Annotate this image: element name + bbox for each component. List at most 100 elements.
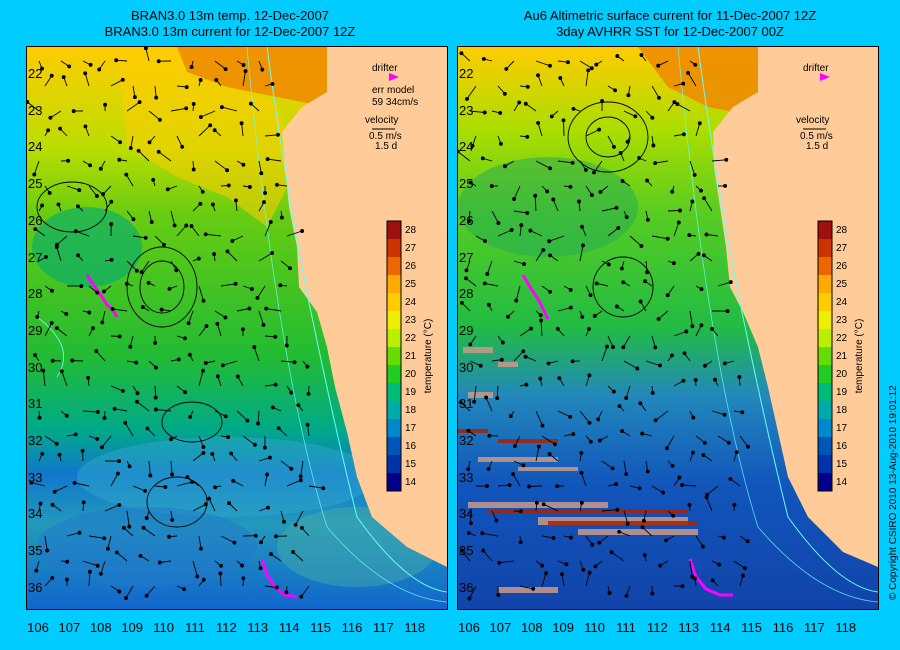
current-vector-head [299, 525, 304, 530]
current-vector [220, 535, 235, 544]
current-vector-head [154, 95, 159, 100]
current-vector-head [498, 141, 503, 146]
current-vector-head [87, 569, 92, 574]
lon-tick-107: 107 [58, 620, 81, 635]
current-vector [625, 385, 631, 399]
colorbar-swatch [818, 383, 832, 402]
colorbar-tick: 21 [405, 351, 417, 362]
current-vector [706, 497, 713, 512]
current-vector-head [144, 516, 149, 520]
current-vector-head [661, 490, 666, 495]
current-vector-head [548, 289, 553, 294]
current-vector-head [568, 287, 573, 292]
current-vector-head [151, 177, 156, 182]
current-vector-head [551, 536, 556, 540]
current-vector-head [34, 568, 39, 573]
current-vector [623, 110, 636, 117]
current-vector [469, 110, 485, 113]
current-vector-head [174, 268, 179, 273]
current-vector-head [521, 463, 526, 468]
current-vector-head [153, 407, 158, 412]
lon-tick-114: 114 [278, 620, 300, 635]
current-vector-head [203, 232, 208, 237]
current-vector [682, 484, 697, 487]
current-vector-head [499, 357, 504, 362]
current-vector-head [143, 47, 148, 51]
current-vector-head [693, 378, 698, 382]
current-vector-head [156, 59, 161, 64]
current-vector [651, 335, 656, 348]
current-vector-head [468, 180, 473, 185]
current-vector [711, 410, 725, 416]
current-vector [44, 435, 57, 445]
current-vector [655, 410, 669, 421]
current-vector [257, 285, 266, 299]
colorbar-tick: 27 [836, 243, 848, 254]
current-vector-head [223, 315, 228, 320]
current-vector [496, 385, 499, 399]
lat-tick-22: 22 [28, 66, 43, 81]
current-vector-head [258, 566, 263, 571]
current-vector-head [701, 453, 706, 457]
current-vector-head [568, 414, 573, 419]
current-vector [176, 135, 183, 147]
current-vector-head [117, 334, 122, 339]
current-vector-head [37, 415, 42, 420]
current-vector-head [172, 223, 177, 228]
current-vector [107, 535, 112, 549]
current-vector-head [252, 442, 257, 447]
current-vector [535, 249, 544, 262]
current-vector-head [213, 485, 218, 490]
current-vector [645, 360, 661, 366]
current-vector-head [485, 484, 489, 489]
current-vector [485, 397, 493, 412]
current-vector-head [198, 201, 203, 206]
current-vector-head [284, 343, 289, 348]
current-vector [214, 60, 226, 70]
current-vector [513, 350, 524, 362]
current-vector-head [157, 117, 162, 122]
current-vector-head [485, 272, 490, 276]
current-vector-head [67, 64, 72, 69]
lat-tick-25: 25 [459, 176, 474, 192]
lat-tick-26: 26 [459, 212, 474, 228]
current-vector-head [536, 444, 541, 449]
current-vector-head [187, 352, 192, 357]
current-vector-head [480, 156, 485, 161]
current-vector [579, 245, 584, 262]
current-vector-head [267, 455, 272, 460]
current-vector [300, 460, 304, 477]
lat-tick-26: 26 [28, 212, 43, 228]
colorbar-swatch [387, 275, 401, 294]
current-vector-head [508, 414, 513, 419]
current-vector [214, 410, 226, 417]
current-vector-head [598, 189, 603, 194]
current-vector [44, 322, 53, 337]
current-vector-head [529, 326, 533, 331]
colorbar-label: temperature (°C) [423, 319, 434, 394]
current-vector-head [268, 220, 273, 224]
current-vector [154, 235, 165, 246]
current-vector-head [676, 220, 681, 225]
current-vector-head [571, 106, 576, 111]
current-vector-head [35, 314, 40, 319]
right-map[interactable]: drifter velocity 0.5 m/s 1.5 d 28 27 26 25 2… [457, 46, 879, 610]
lon-tick-110: 110 [584, 620, 605, 635]
current-vector-head [619, 266, 624, 271]
colorbar-swatch [818, 401, 832, 420]
current-vector [557, 410, 571, 418]
current-vector-head [135, 391, 140, 396]
current-vector [95, 350, 106, 362]
current-vector-head [79, 284, 84, 289]
current-vector [611, 551, 625, 562]
current-vector-head [136, 148, 141, 153]
left-map[interactable]: drifter err model 59 34cm/s velocity 0.5… [26, 46, 448, 610]
current-vector-head [653, 345, 658, 350]
current-vector-head [274, 182, 279, 187]
current-vector-head [710, 578, 715, 583]
colorbar-swatch [387, 473, 401, 492]
current-vector-head [184, 106, 189, 111]
current-vector-head [241, 63, 246, 67]
colorbar-swatch [387, 437, 401, 456]
current-vector-head [670, 353, 674, 358]
